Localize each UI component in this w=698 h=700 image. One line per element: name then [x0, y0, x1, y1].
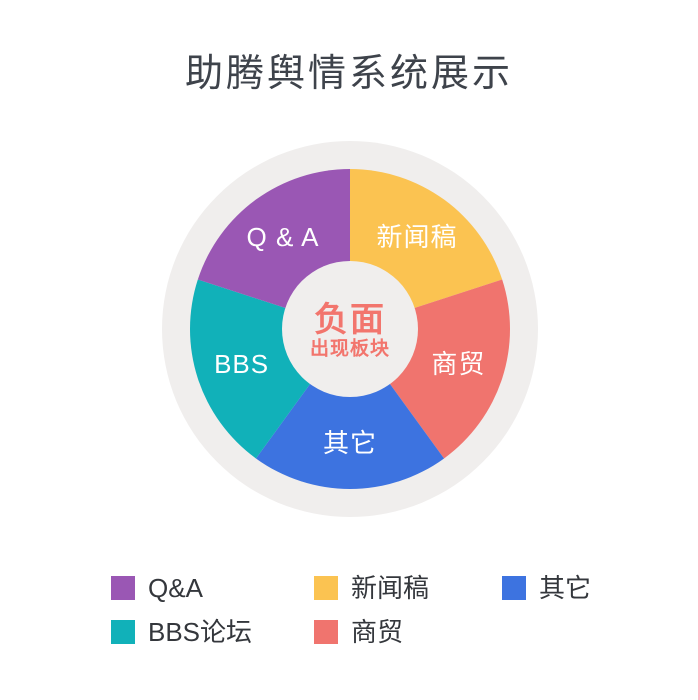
legend-item-label: Q&A — [148, 573, 203, 603]
chart-center-hole — [282, 261, 418, 397]
center-label-line2: 出现板块 — [310, 337, 390, 360]
legend-item-2[interactable]: 其它 — [502, 573, 592, 603]
legend-item-label: 其它 — [539, 573, 592, 603]
legend-item-label: 商贸 — [351, 617, 404, 647]
legend-item-3[interactable]: BBS论坛 — [111, 617, 314, 647]
pie-segment-label-0: 新闻稿 — [377, 222, 458, 252]
legend-item-1[interactable]: 新闻稿 — [314, 573, 502, 603]
legend-item-0[interactable]: Q&A — [111, 573, 314, 603]
chart-center-label: 负面 出现板块 — [310, 301, 390, 360]
legend-swatch — [314, 576, 338, 600]
legend-swatch — [111, 576, 135, 600]
legend-swatch — [111, 620, 135, 644]
legend-swatch — [502, 576, 526, 600]
pie-segment-label-4: Q & A — [247, 222, 320, 252]
center-label-line1: 负面 — [314, 301, 386, 339]
legend-item-label: BBS论坛 — [148, 617, 253, 647]
pie-segment-2[interactable] — [255, 329, 445, 490]
legend: Q&A 新闻稿 其它 BBS论坛 商贸 — [111, 573, 592, 647]
pie-segment-label-1: 商贸 — [431, 349, 485, 379]
page-title: 助腾舆情系统展示 — [184, 53, 513, 95]
pie-segment-label-3: BBS — [214, 349, 269, 379]
legend-item-label: 新闻稿 — [351, 573, 430, 603]
pie-segment-label-2: 其它 — [323, 428, 377, 458]
legend-item-4[interactable]: 商贸 — [314, 617, 502, 647]
legend-swatch — [314, 620, 338, 644]
